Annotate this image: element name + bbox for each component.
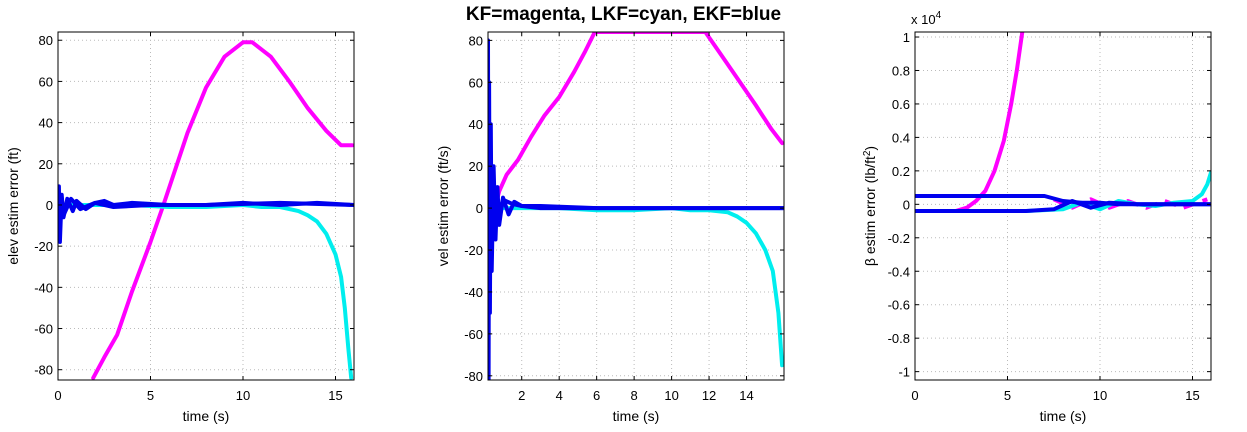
x-axis-label: time (s) (1040, 408, 1087, 424)
series-line-ekf (488, 189, 784, 232)
series-line-kf (488, 32, 784, 252)
y-tick-label: -0.6 (888, 298, 910, 313)
x-tick-label: 12 (702, 388, 716, 403)
y-tick-label: 20 (469, 159, 483, 174)
x-tick-label: 2 (518, 388, 525, 403)
y-scale-exponent: 4 (936, 10, 942, 21)
y-tick-label: -1 (898, 365, 910, 380)
y-tick-label: 60 (39, 74, 53, 89)
y-tick-label: 0.6 (892, 97, 910, 112)
figure-title: KF=magenta, LKF=cyan, EKF=blue (465, 4, 782, 25)
y-tick-label: 1 (903, 30, 910, 45)
chart-2: 2 4 6 8 10 12 14 -80 -60 -40 -20 0 20 40 60 80 time (s) v… (435, 31, 785, 424)
y-axis-label-close: ) (862, 146, 878, 151)
y-tick-label: -80 (34, 363, 53, 378)
y-tick-label: -40 (464, 285, 483, 300)
series-line-ekf (915, 199, 1211, 213)
y-tick-label: -0.8 (888, 331, 910, 346)
series-group (58, 40, 354, 380)
y-tick-label: -60 (464, 327, 483, 342)
y-tick-label: -20 (34, 239, 53, 254)
x-tick-label: 0 (54, 388, 61, 403)
y-axis-label-sup: 2 (862, 150, 873, 156)
y-axis-label: elev estim error (ft) (5, 147, 21, 264)
y-tick-label: 0.2 (892, 164, 910, 179)
y-tick-label: 0 (46, 198, 53, 213)
x-tick-label: 10 (1093, 388, 1107, 403)
axes-frame (57, 31, 355, 381)
x-axis-label: time (s) (613, 408, 660, 424)
y-tick-label: -80 (464, 369, 483, 384)
y-tick-label: 0 (903, 197, 910, 212)
chart-3: 0 5 10 15 -1 -0.8 -0.6 -0.4 -0.2 0 0.2 0.4 0.6 0.8 1 ti… (862, 10, 1212, 424)
x-tick-label: 6 (593, 388, 600, 403)
series-group (488, 32, 784, 380)
x-tick-label: 5 (1004, 388, 1011, 403)
series-line-kf (91, 40, 354, 380)
axes-frame (487, 31, 785, 381)
y-scale-label: x 104 (911, 10, 942, 27)
chart-1: 0 5 10 15 -80 -60 -40 -20 0 20 40 60 80 time (s) elev … (5, 31, 355, 424)
x-axis-label: time (s) (183, 408, 230, 424)
series-group (915, 32, 1211, 213)
series-line-ekf (58, 196, 354, 218)
y-tick-label: 60 (469, 75, 483, 90)
y-tick-label: -40 (34, 280, 53, 295)
x-tick-label: 0 (911, 388, 918, 403)
y-axis-label: β estim error (lb/ft2) (862, 146, 879, 266)
x-tick-label: 4 (556, 388, 563, 403)
x-tick-label: 15 (1185, 388, 1199, 403)
x-tick-label: 10 (236, 388, 250, 403)
x-tick-label: 14 (739, 388, 753, 403)
y-tick-label: 40 (469, 117, 483, 132)
x-tick-label: 5 (147, 388, 154, 403)
y-tick-label: 80 (469, 33, 483, 48)
axes-frame (914, 31, 1212, 381)
y-tick-label: 0 (476, 201, 483, 216)
x-tick-label: 15 (328, 388, 342, 403)
x-tick-label: 8 (631, 388, 638, 403)
y-tick-label: 80 (39, 33, 53, 48)
y-tick-label: 0.4 (892, 130, 910, 145)
x-tick-label: 10 (664, 388, 678, 403)
y-tick-label: 0.8 (892, 63, 910, 78)
y-tick-label: -20 (464, 243, 483, 258)
y-tick-label: -0.4 (888, 264, 910, 279)
y-tick-label: 20 (39, 157, 53, 172)
y-tick-label: -60 (34, 322, 53, 337)
y-axis-label: vel estim error (ft/s) (435, 146, 451, 267)
y-tick-label: -0.2 (888, 231, 910, 246)
y-tick-label: 40 (39, 116, 53, 131)
series-line-kf (953, 32, 1025, 213)
